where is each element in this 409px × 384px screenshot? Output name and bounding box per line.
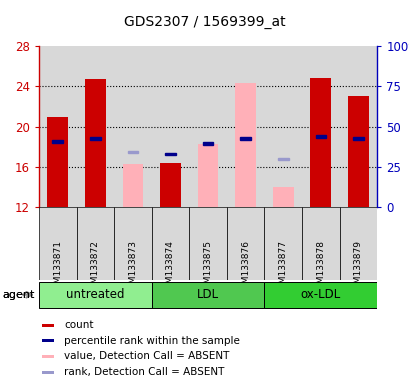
Bar: [151, 46, 189, 207]
Bar: [301, 46, 339, 207]
Bar: [226, 46, 264, 207]
Text: ox-LDL: ox-LDL: [300, 288, 340, 301]
Bar: [47, 117, 68, 207]
Bar: [151, 282, 264, 308]
Bar: [42, 324, 54, 326]
Text: percentile rank within the sample: percentile rank within the sample: [64, 336, 240, 346]
Bar: [42, 355, 54, 358]
Text: GSM133877: GSM133877: [278, 240, 287, 295]
Bar: [165, 152, 175, 156]
Bar: [39, 282, 151, 308]
Text: GSM133876: GSM133876: [240, 240, 249, 295]
Text: GDS2307 / 1569399_at: GDS2307 / 1569399_at: [124, 15, 285, 29]
Bar: [160, 163, 180, 207]
Bar: [189, 207, 226, 280]
Bar: [240, 137, 250, 140]
Bar: [264, 207, 301, 280]
Bar: [52, 141, 63, 143]
Bar: [39, 46, 76, 207]
Text: GSM133874: GSM133874: [166, 240, 175, 295]
Bar: [151, 207, 189, 280]
Bar: [339, 46, 376, 207]
Bar: [42, 371, 54, 374]
Text: count: count: [64, 320, 94, 330]
Bar: [39, 207, 76, 280]
Bar: [114, 207, 151, 280]
Text: LDL: LDL: [197, 288, 218, 301]
Bar: [90, 137, 100, 140]
Bar: [310, 78, 330, 207]
Text: GSM133879: GSM133879: [353, 240, 362, 295]
Text: rank, Detection Call = ABSENT: rank, Detection Call = ABSENT: [64, 367, 224, 377]
Text: agent: agent: [2, 290, 34, 300]
Bar: [235, 83, 255, 207]
Bar: [264, 282, 376, 308]
Bar: [127, 151, 138, 153]
Bar: [277, 157, 288, 161]
Text: GSM133871: GSM133871: [53, 240, 62, 295]
Bar: [122, 164, 143, 207]
Bar: [202, 142, 213, 145]
Bar: [339, 207, 376, 280]
Bar: [76, 207, 114, 280]
Bar: [189, 46, 226, 207]
Bar: [301, 207, 339, 280]
Bar: [114, 46, 151, 207]
Text: untreated: untreated: [66, 288, 124, 301]
Bar: [352, 137, 363, 140]
Bar: [272, 187, 293, 207]
Text: GSM133878: GSM133878: [316, 240, 324, 295]
Bar: [264, 46, 301, 207]
Bar: [76, 46, 114, 207]
Bar: [85, 79, 106, 207]
Text: value, Detection Call = ABSENT: value, Detection Call = ABSENT: [64, 351, 229, 361]
Text: agent: agent: [2, 290, 34, 300]
Bar: [315, 136, 325, 138]
Bar: [226, 207, 264, 280]
Bar: [347, 96, 368, 207]
Text: GSM133875: GSM133875: [203, 240, 212, 295]
Bar: [42, 339, 54, 342]
Bar: [197, 144, 218, 207]
Text: GSM133872: GSM133872: [91, 240, 99, 295]
Text: GSM133873: GSM133873: [128, 240, 137, 295]
